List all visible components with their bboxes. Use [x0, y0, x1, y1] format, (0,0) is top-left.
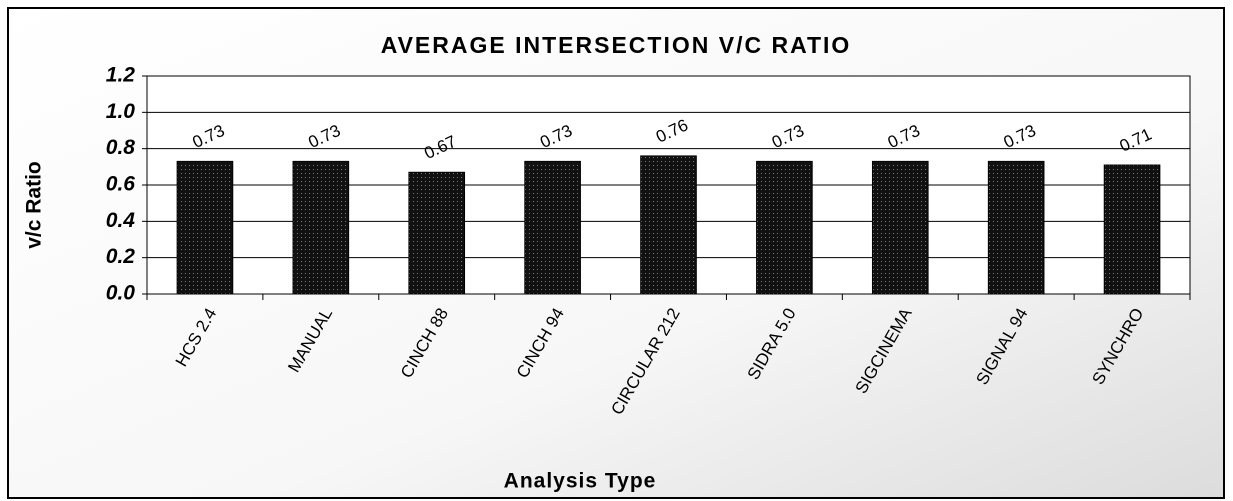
chart-title: AVERAGE INTERSECTION V/C RATIO	[381, 32, 852, 58]
x-axis-label: Analysis Type	[504, 470, 657, 493]
y-tick-label: 0.2	[106, 245, 136, 268]
y-tick-label: 1.0	[106, 100, 136, 123]
bar	[1103, 164, 1161, 295]
bar	[987, 160, 1045, 295]
bar	[871, 160, 929, 295]
y-tick-label: 1.2	[106, 64, 136, 87]
bar	[524, 160, 581, 295]
bar	[176, 160, 234, 295]
y-tick-label: 0.0	[106, 282, 136, 305]
y-axis-label: v/c Ratio	[23, 161, 46, 249]
bar	[640, 155, 697, 295]
bar	[408, 171, 466, 295]
y-tick-label: 0.8	[106, 136, 136, 159]
bar	[756, 160, 813, 295]
y-tick-label: 0.4	[106, 209, 136, 232]
y-tick-label: 0.6	[106, 173, 136, 196]
bar	[292, 160, 350, 295]
